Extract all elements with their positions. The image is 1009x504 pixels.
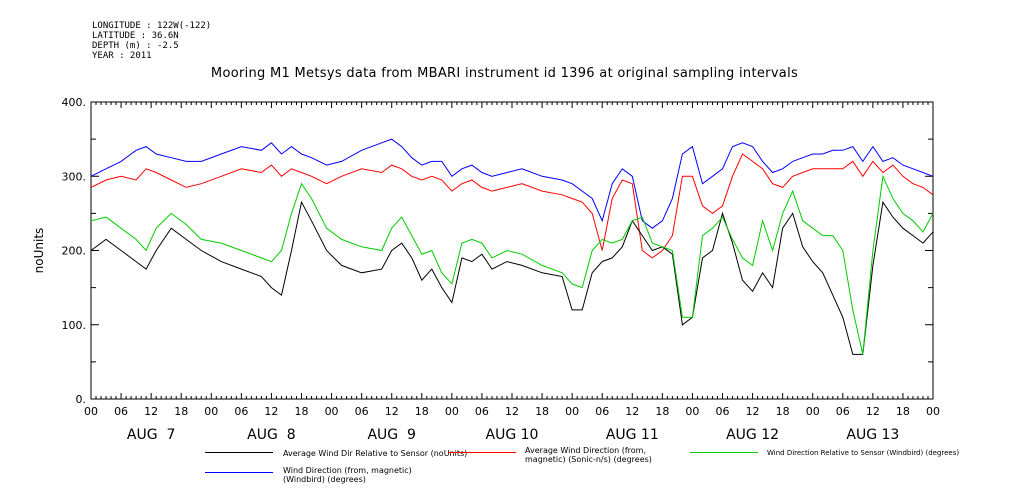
series-line-sonic-direction-red bbox=[90, 153, 934, 259]
y-axis-label: noUnits bbox=[32, 228, 46, 274]
legend-swatch-blue bbox=[205, 472, 273, 473]
x-hour-label: 06 bbox=[234, 405, 248, 418]
x-day-label: AUG 7 bbox=[127, 427, 175, 443]
x-hour-label: 00 bbox=[685, 405, 699, 418]
x-day-label: AUG 11 bbox=[606, 427, 659, 443]
x-hour-label: 00 bbox=[806, 405, 820, 418]
x-hour-label: 12 bbox=[264, 405, 278, 418]
meta-depth: DEPTH (m) : -2.5 bbox=[92, 41, 179, 51]
legend-swatch-black bbox=[205, 452, 273, 453]
x-day-label: AUG 12 bbox=[726, 427, 779, 443]
meta-longitude: LONGITUDE : 122W(-122) bbox=[92, 21, 212, 31]
x-hour-label: 12 bbox=[505, 405, 519, 418]
x-hour-label: 06 bbox=[475, 405, 489, 418]
x-hour-label: 00 bbox=[84, 405, 98, 418]
x-day-label: AUG 10 bbox=[486, 427, 539, 443]
series-line-windbird-direction-blue bbox=[90, 138, 934, 229]
x-hour-label: 12 bbox=[144, 405, 158, 418]
legend-swatch-green bbox=[690, 452, 758, 453]
x-hour-label: 12 bbox=[625, 405, 639, 418]
x-hour-label: 06 bbox=[355, 405, 369, 418]
chart-title: Mooring M1 Metsys data from MBARI instru… bbox=[210, 66, 799, 81]
x-hour-label: 06 bbox=[716, 405, 730, 418]
x-hour-label: 00 bbox=[445, 405, 459, 418]
meta-latitude: LATITUDE : 36.6N bbox=[92, 31, 179, 41]
x-hour-label: 18 bbox=[776, 405, 790, 418]
y-tick-label: 0. bbox=[76, 393, 87, 406]
metadata-block: LONGITUDE : 122W(-122) LATITUDE : 36.6N … bbox=[92, 21, 211, 61]
x-hour-label: 12 bbox=[746, 405, 760, 418]
y-tick-label: 200. bbox=[62, 245, 87, 258]
x-hour-label: 18 bbox=[295, 405, 309, 418]
x-day-label: AUG 9 bbox=[367, 427, 415, 443]
x-hour-label: 18 bbox=[655, 405, 669, 418]
y-tick-label: 100. bbox=[62, 319, 87, 332]
plot-frame bbox=[90, 101, 934, 400]
legend-swatch-red bbox=[448, 452, 516, 453]
x-hour-label: 06 bbox=[595, 405, 609, 418]
x-day-label: AUG 13 bbox=[846, 427, 899, 443]
y-tick-label: 300. bbox=[62, 170, 87, 183]
x-hour-label: 00 bbox=[565, 405, 579, 418]
x-hour-label: 12 bbox=[866, 405, 880, 418]
y-tick-label: 400. bbox=[62, 96, 87, 109]
x-hour-label: 18 bbox=[535, 405, 549, 418]
legend-label-green: Wind Direction Relative to Sensor (Windb… bbox=[767, 449, 960, 457]
series-line-relative-wind-black bbox=[90, 200, 934, 355]
x-hour-label: 18 bbox=[896, 405, 910, 418]
x-hour-label: 00 bbox=[325, 405, 339, 418]
meta-year: YEAR : 2011 bbox=[92, 51, 152, 61]
legend-label-red: Average Wind Direction (from, magnetic) … bbox=[525, 446, 652, 464]
x-hour-label: 18 bbox=[174, 405, 188, 418]
x-hour-label: 00 bbox=[926, 405, 940, 418]
x-hour-label: 12 bbox=[385, 405, 399, 418]
x-hour-label: 06 bbox=[836, 405, 850, 418]
legend-label-black: Average Wind Dir Relative to Sensor (noU… bbox=[283, 449, 468, 458]
series-line-windbird-relative-green bbox=[90, 174, 934, 355]
x-day-label: AUG 8 bbox=[247, 427, 295, 443]
x-hour-label: 00 bbox=[204, 405, 218, 418]
x-hour-label: 06 bbox=[114, 405, 128, 418]
legend-label-blue: Wind Direction (from, magnetic) (Windbir… bbox=[283, 466, 412, 484]
x-hour-label: 18 bbox=[415, 405, 429, 418]
